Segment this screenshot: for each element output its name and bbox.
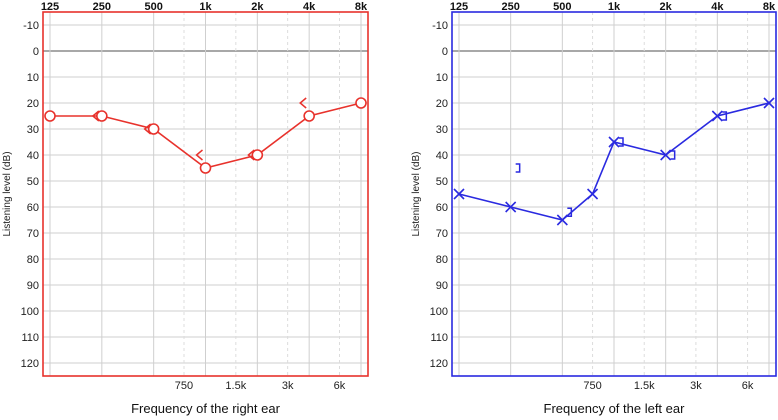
- chart2-top-tick-2k: 2k: [660, 1, 673, 13]
- chart2-cross-point-500: [556, 214, 568, 226]
- chart1-y-tick-80: 80: [27, 254, 39, 266]
- chart1-top-tick-250: 250: [93, 1, 111, 13]
- chart1-bone-right-point-4k: [298, 97, 307, 109]
- chart1-y-tick-60: 60: [27, 202, 39, 214]
- chart1-y-tick-50: 50: [27, 176, 39, 188]
- chart2-cross-point-1k: [608, 136, 620, 148]
- chart2-cross-point-250: [505, 201, 517, 213]
- chart2-y-tick-80: 80: [436, 254, 448, 266]
- chart2-bottom-tick-750: 750: [583, 380, 601, 392]
- chart1-y-tick-0: 0: [33, 46, 39, 58]
- chart2-top-tick-1k: 1k: [608, 1, 621, 13]
- chart2-bone-left-point-2k: [670, 150, 676, 160]
- chart2-y-tick-10: 10: [436, 72, 448, 84]
- chart2-cross-point-750: [586, 188, 599, 200]
- chart1-top-tick-1k: 1k: [199, 1, 212, 13]
- chart2-y-tick-70: 70: [436, 228, 448, 240]
- chart1-bottom-tick-750: 750: [175, 380, 193, 392]
- chart2-frame: [451, 11, 777, 377]
- chart2-bone-left-point-1k: [619, 137, 624, 147]
- chart1-group: 125 250 500 1k 2k 4k 8k 750 1.5k 3k 6k -10 0 10 20 30 40…: [2, 1, 369, 416]
- chart1-y-tick-70: 70: [27, 228, 39, 240]
- chart1-y-tick-110: 110: [21, 332, 39, 344]
- chart1-bottom-tick-3k: 3k: [282, 380, 294, 392]
- chart1-y-axis-label: Listening level (dB): [2, 151, 13, 236]
- chart1-top-tick-8k: 8k: [355, 1, 368, 13]
- chart2-bone-left-point-500: [567, 207, 573, 217]
- chart1-top-tick-2k: 2k: [251, 1, 264, 13]
- chart1-y-tick-10: 10: [27, 72, 39, 84]
- chart2-y-tick-20: 20: [436, 98, 448, 110]
- chart2-x-axis-label: Frequency of the left ear: [544, 401, 686, 416]
- chart2-top-tick-125: 125: [450, 1, 468, 13]
- chart2-series-cross-line: [458, 102, 770, 221]
- chart1-circle-point-500: [147, 123, 160, 135]
- chart1-y-tick-20: 20: [27, 98, 39, 110]
- chart1-top-tick-125: 125: [41, 1, 59, 13]
- chart2-cross-point-125: [453, 188, 465, 200]
- chart1-circle-point-2k: [251, 149, 264, 161]
- chart1-circle-point-125: [44, 110, 56, 122]
- chart2-bottom-tick-6k: 6k: [742, 380, 754, 392]
- chart1-y-tick--10: -10: [23, 20, 39, 32]
- chart1-bottom-tick-1.5k: 1.5k: [225, 380, 246, 392]
- chart2-y-tick--10: -10: [432, 20, 448, 32]
- chart2-bottom-tick-3k: 3k: [690, 380, 702, 392]
- chart1-top-tick-4k: 4k: [303, 1, 316, 13]
- chart2-y-tick-0: 0: [442, 46, 448, 58]
- chart1-circle-point-1k: [199, 162, 212, 174]
- chart1-y-tick-90: 90: [27, 280, 39, 292]
- chart2-group: 125 250 500 1k 2k 4k 8k 750 1.5k 3k 6k -10 0 10 20 30 40…: [411, 1, 777, 416]
- chart2-bone-left-point-250: [515, 163, 521, 173]
- chart2-bottom-tick-1.5k: 1.5k: [634, 380, 655, 392]
- chart2-top-tick-8k: 8k: [763, 1, 776, 13]
- chart1-circle-point-250: [96, 110, 108, 122]
- chart1-y-tick-120: 120: [21, 358, 39, 370]
- chart2-cross-point-4k: [711, 110, 723, 122]
- chart1-bone-right-point-500: [143, 123, 152, 135]
- chart2-y-tick-30: 30: [436, 124, 448, 136]
- chart1-bottom-tick-6k: 6k: [334, 380, 346, 392]
- chart2-cross-point-8k: [763, 97, 775, 109]
- chart1-bone-right-point-2k: [247, 149, 255, 161]
- chart2-top-tick-500: 500: [553, 1, 571, 13]
- chart1-circle-point-4k: [303, 110, 315, 122]
- chart2-y-axis-label: Listening level (dB): [411, 151, 422, 236]
- chart2-top-tick-4k: 4k: [711, 1, 724, 13]
- chart1-frame: [42, 11, 369, 377]
- chart2-top-tick-250: 250: [501, 1, 519, 13]
- chart2-y-tick-50: 50: [436, 176, 448, 188]
- chart2-y-tick-40: 40: [436, 150, 448, 162]
- chart2-cross-point-2k: [660, 149, 672, 161]
- chart2-y-tick-120: 120: [430, 358, 448, 370]
- chart1-y-tick-40: 40: [27, 150, 39, 162]
- chart1-y-tick-30: 30: [27, 124, 39, 136]
- chart2-bone-left-point-4k: [722, 111, 728, 121]
- chart1-bone-right-point-1k: [195, 149, 203, 161]
- chart2-y-tick-60: 60: [436, 202, 448, 214]
- chart1-circle-point-8k: [355, 97, 367, 109]
- chart1-bone-right-point-250: [91, 110, 100, 122]
- chart1-top-tick-500: 500: [144, 1, 162, 13]
- chart1-y-tick-100: 100: [21, 306, 39, 318]
- chart2-y-tick-90: 90: [436, 280, 448, 292]
- chart2-y-tick-110: 110: [430, 332, 448, 344]
- chart1-x-axis-label: Frequency of the right ear: [131, 401, 281, 416]
- chart2-y-tick-100: 100: [430, 306, 448, 318]
